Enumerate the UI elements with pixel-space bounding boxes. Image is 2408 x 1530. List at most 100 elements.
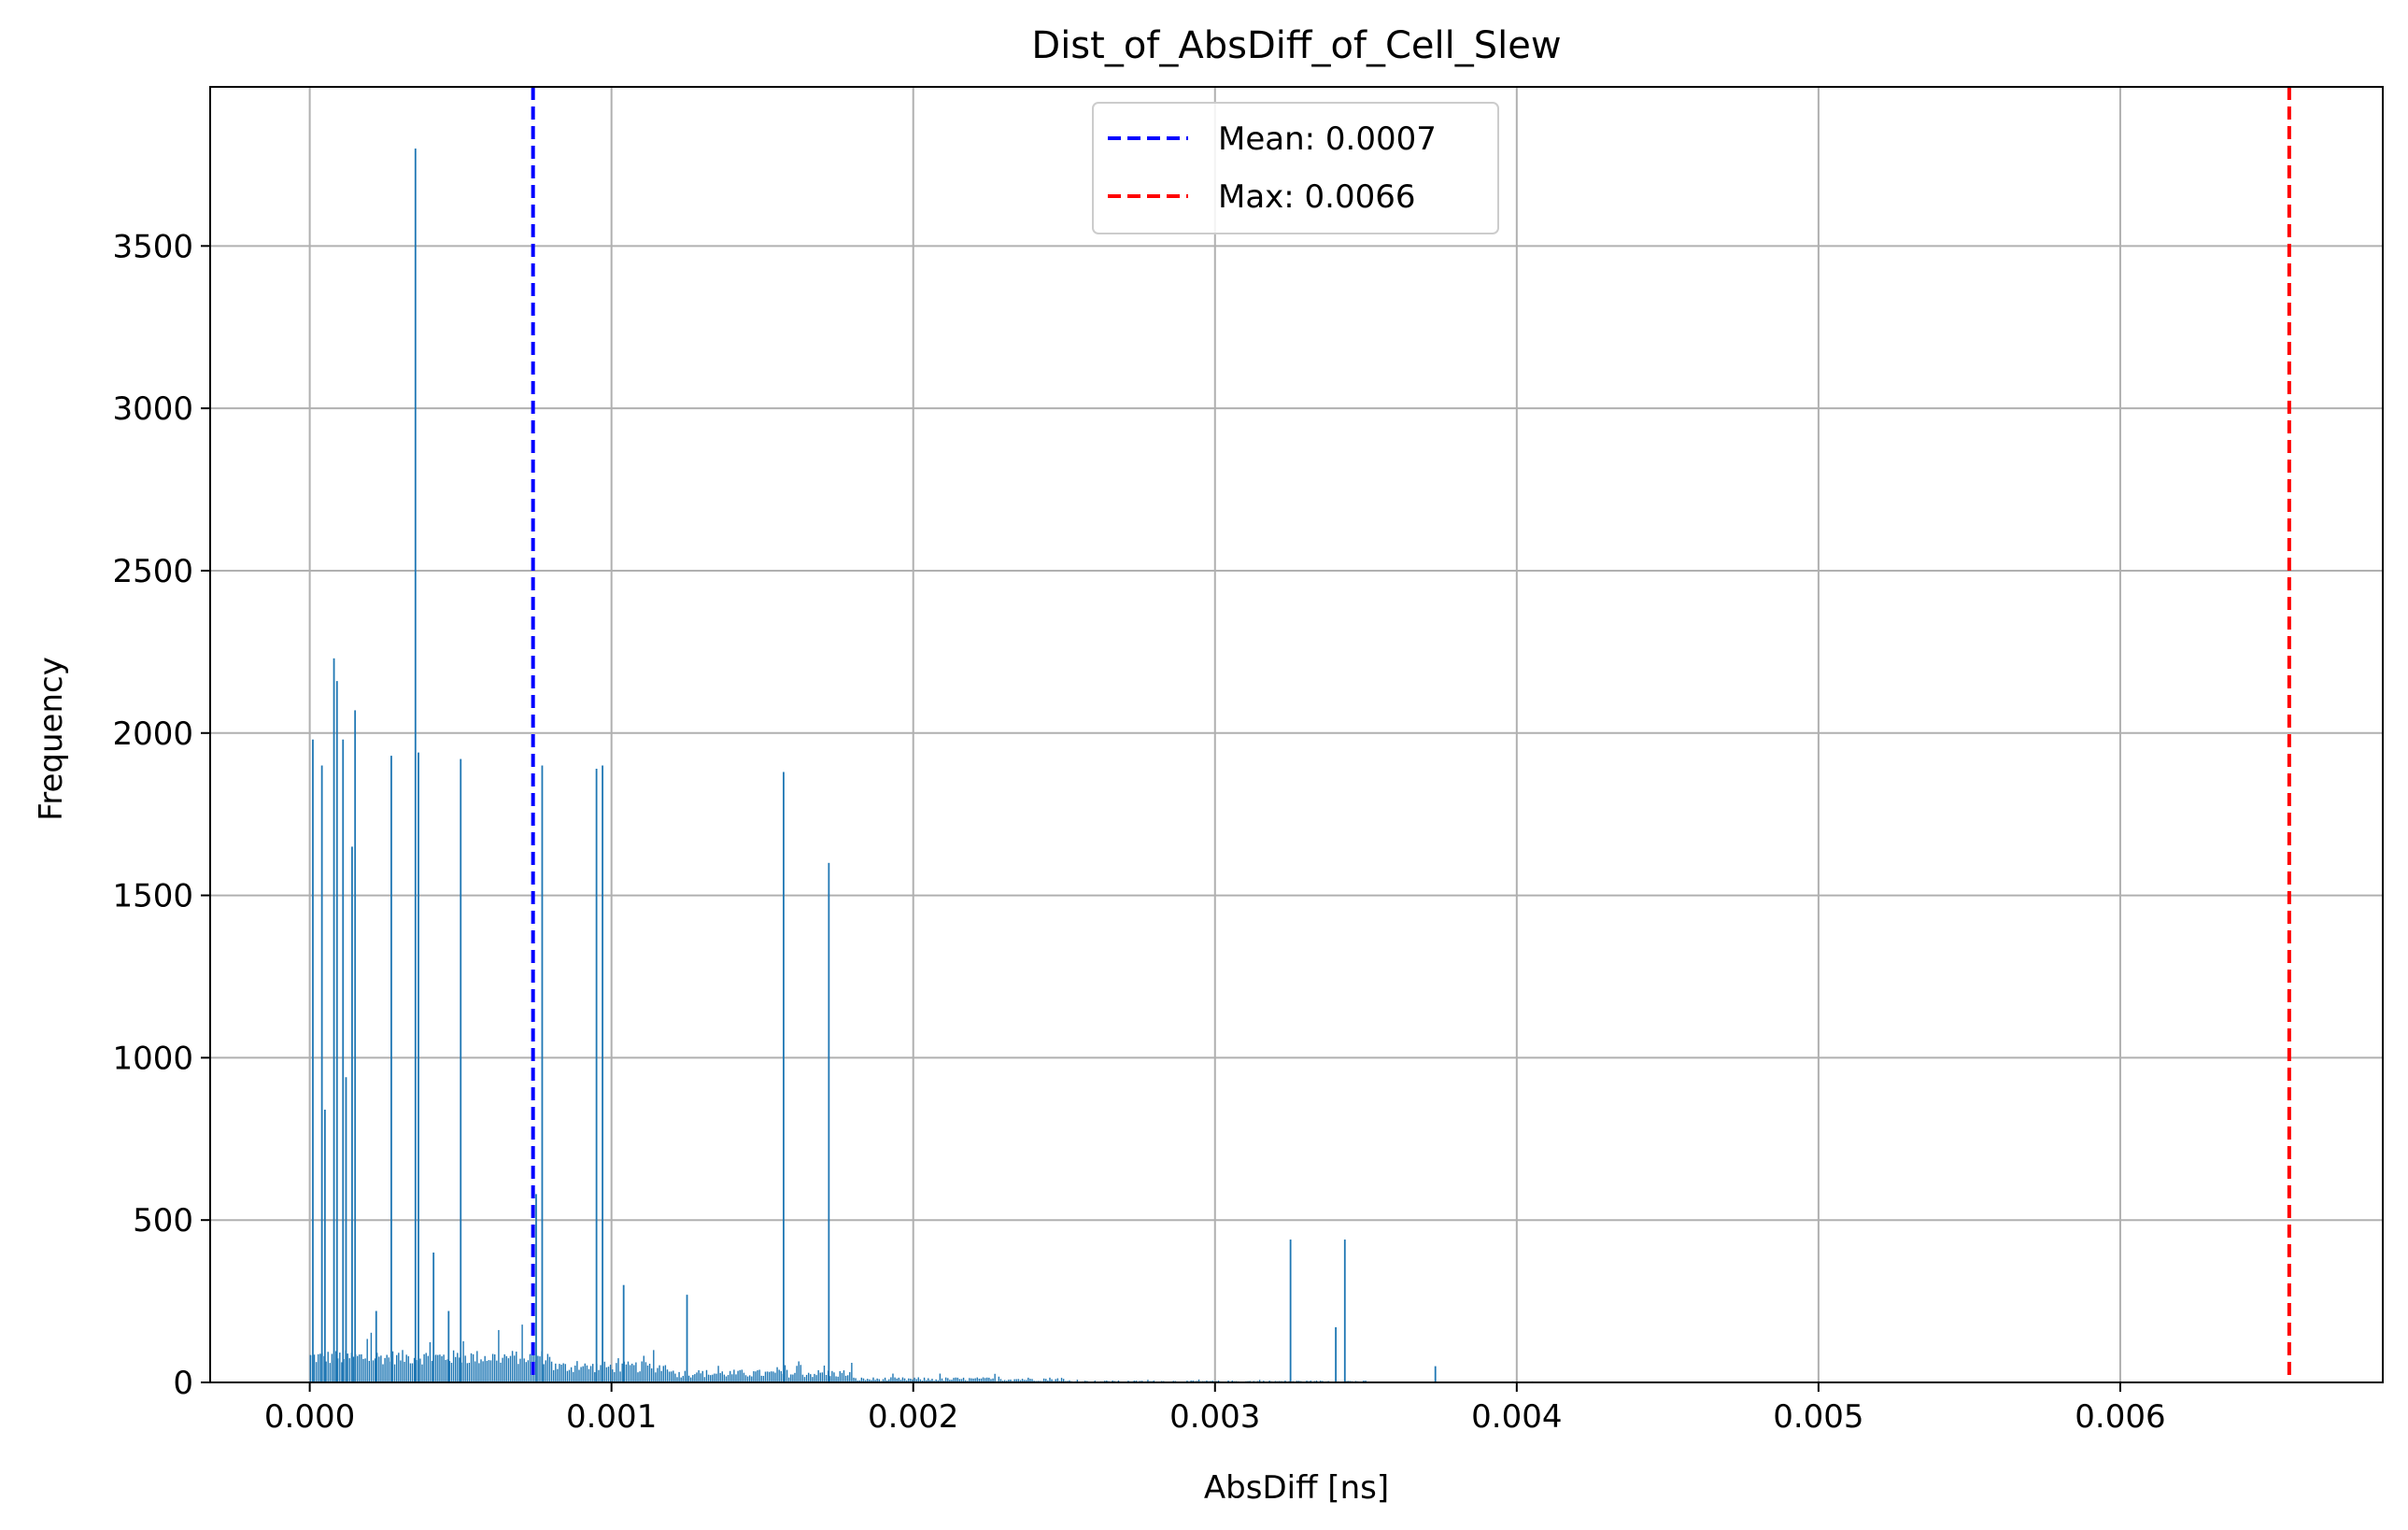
x-tick-label: 0.003	[1169, 1398, 1260, 1436]
histogram-bar	[812, 1377, 814, 1382]
histogram-bar	[480, 1359, 482, 1382]
histogram-bar	[446, 1359, 448, 1382]
histogram-spike	[432, 1252, 435, 1382]
histogram-bar	[1015, 1379, 1017, 1382]
histogram-bar	[771, 1371, 772, 1382]
histogram-bar	[1227, 1380, 1229, 1382]
histogram-bar	[1029, 1379, 1031, 1382]
histogram-bar	[680, 1377, 682, 1382]
histogram-bar	[548, 1356, 551, 1382]
histogram-bar	[600, 1365, 602, 1382]
histogram-bar	[790, 1374, 792, 1382]
histogram-bar	[657, 1367, 659, 1382]
histogram-bar	[823, 1365, 826, 1382]
histogram-bar	[386, 1354, 388, 1382]
histogram-bar	[851, 1362, 853, 1382]
legend-box	[1092, 102, 1499, 234]
histogram-bar	[476, 1351, 478, 1382]
histogram-bar	[994, 1373, 996, 1382]
histogram-bar	[817, 1369, 819, 1382]
histogram-bar	[1042, 1378, 1045, 1382]
histogram-bar	[668, 1371, 671, 1382]
histogram-bar	[937, 1380, 939, 1382]
histogram-bar	[566, 1370, 569, 1382]
histogram-bar	[892, 1373, 894, 1382]
histogram-bar	[637, 1372, 639, 1382]
histogram-bar	[821, 1372, 824, 1382]
histogram-bar	[748, 1375, 751, 1382]
histogram-bar	[591, 1364, 594, 1382]
histogram-bar	[445, 1359, 446, 1382]
histogram-bar	[831, 1370, 833, 1382]
histogram-bar	[382, 1364, 384, 1382]
histogram-bar	[1003, 1380, 1006, 1382]
histogram-bar	[498, 1329, 500, 1382]
histogram-spike	[602, 765, 603, 1382]
x-tick-label: 0.002	[868, 1398, 958, 1436]
histogram-bar	[903, 1378, 906, 1382]
y-tick-label: 3500	[112, 228, 193, 265]
histogram-bar	[796, 1366, 798, 1382]
histogram-bar	[570, 1367, 573, 1382]
histogram-spike	[783, 772, 785, 1382]
histogram-bar	[717, 1366, 719, 1382]
histogram-spike	[375, 1310, 377, 1382]
histogram-bar	[714, 1373, 715, 1382]
histogram-bar	[778, 1369, 780, 1382]
histogram-bar	[448, 1361, 451, 1382]
histogram-bar	[630, 1363, 633, 1382]
histogram-spike	[323, 1110, 326, 1382]
histogram-bar	[1008, 1379, 1010, 1382]
histogram-bar	[500, 1362, 502, 1382]
histogram-bar	[409, 1363, 412, 1382]
histogram-bar	[753, 1370, 755, 1382]
histogram-bar	[760, 1375, 762, 1382]
histogram-bar	[1258, 1380, 1261, 1382]
histogram-spike	[335, 681, 338, 1382]
histogram-bar	[970, 1378, 972, 1382]
histogram-bar	[701, 1370, 703, 1382]
histogram-spike	[1335, 1326, 1337, 1382]
histogram-bar	[347, 1353, 348, 1382]
histogram-bar	[398, 1353, 400, 1382]
histogram-spike	[460, 758, 462, 1382]
histogram-bar	[935, 1379, 937, 1382]
histogram-bar	[1026, 1380, 1027, 1382]
y-tick-label: 0	[173, 1365, 193, 1402]
histogram-bar	[1017, 1379, 1020, 1382]
histogram-bar	[329, 1363, 332, 1382]
histogram-bar	[1031, 1379, 1033, 1382]
histogram-bar	[1013, 1379, 1015, 1382]
histogram-bar	[578, 1369, 580, 1382]
histogram-bar	[325, 1361, 327, 1382]
legend: Mean: 0.0007 Max: 0.0066	[1092, 102, 1499, 234]
y-tick-label: 1000	[112, 1040, 193, 1077]
histogram-bar	[639, 1371, 641, 1382]
histogram-spike	[1343, 1240, 1346, 1382]
histogram-bar	[705, 1369, 708, 1382]
reference-lines	[531, 87, 2291, 1382]
histogram-bar	[712, 1374, 714, 1382]
histogram-bar	[584, 1363, 586, 1382]
histogram-bar	[901, 1377, 904, 1382]
histogram-bar	[958, 1379, 961, 1382]
histogram-bar	[580, 1367, 582, 1382]
histogram-bar	[337, 1358, 339, 1382]
histogram-bar	[407, 1355, 410, 1382]
histogram-bar	[908, 1378, 910, 1382]
histogram-bar	[835, 1376, 837, 1382]
histogram-bar	[825, 1375, 828, 1382]
histogram-bar	[352, 1356, 355, 1382]
histogram-bar	[452, 1350, 455, 1382]
histogram-bar	[986, 1377, 988, 1382]
histogram-bar	[786, 1369, 788, 1382]
y-axis-label: Frequency	[33, 657, 70, 821]
histogram-bar	[368, 1360, 371, 1382]
histogram-bar	[819, 1372, 821, 1382]
histogram-bar	[687, 1375, 690, 1382]
histogram-bar	[1049, 1377, 1051, 1382]
histogram-bar	[772, 1371, 774, 1382]
histogram-bar	[885, 1380, 888, 1382]
histogram-bar	[425, 1353, 427, 1382]
histogram-bar	[992, 1378, 994, 1382]
